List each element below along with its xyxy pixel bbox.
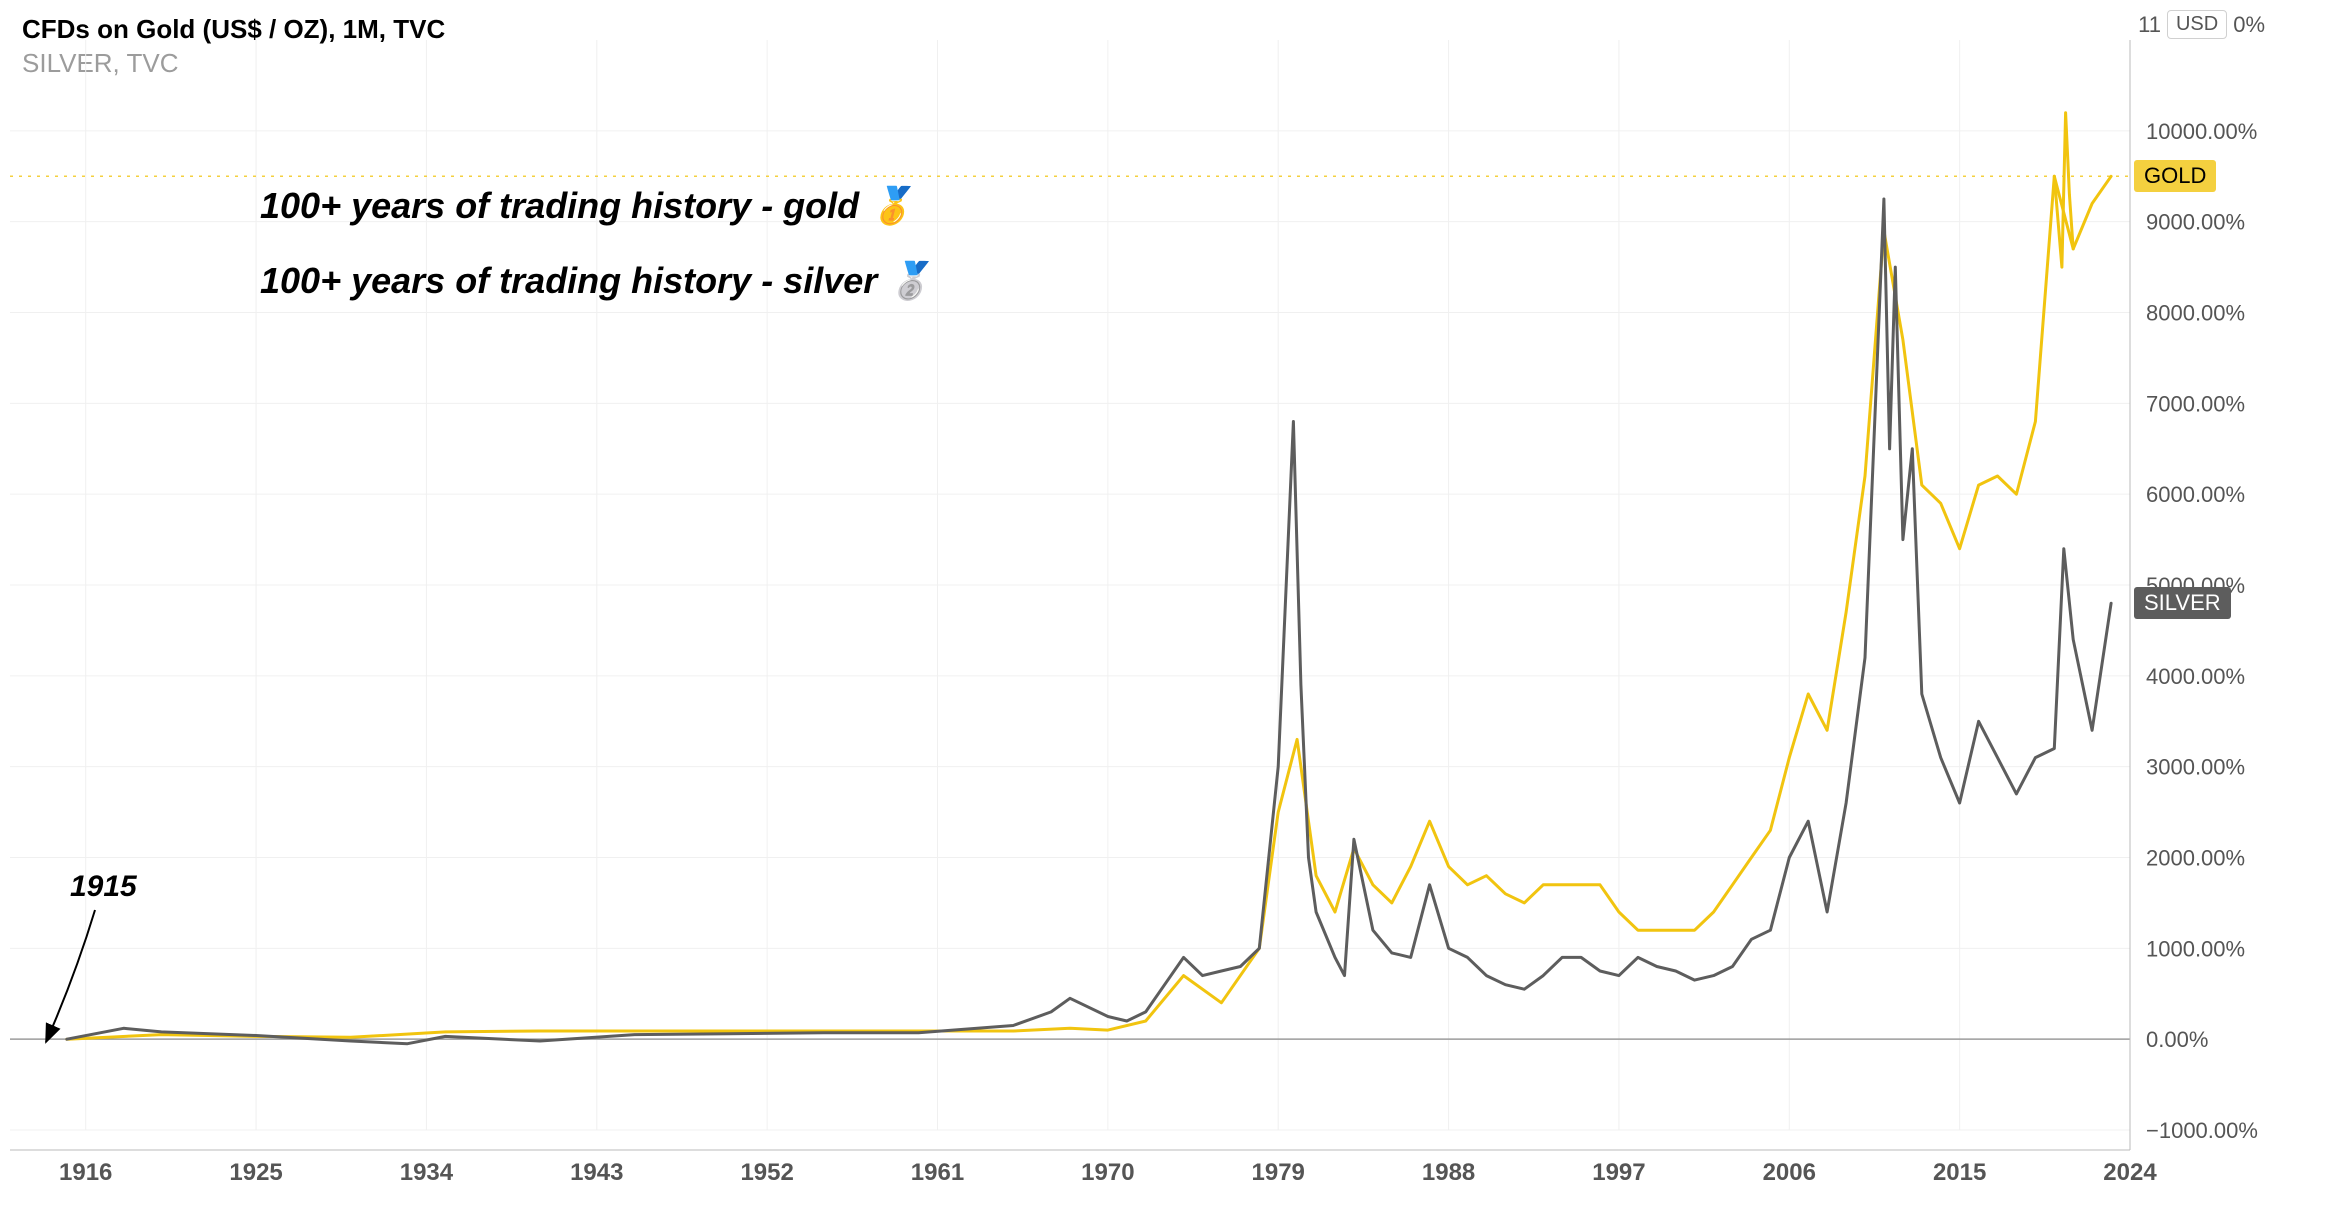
annotation-arrow bbox=[46, 910, 95, 1042]
y-tick-label: 1000.00% bbox=[2146, 936, 2245, 961]
x-tick-label: 1943 bbox=[570, 1159, 623, 1186]
x-tick-label: 1916 bbox=[59, 1159, 112, 1186]
x-tick-label: 1961 bbox=[911, 1159, 964, 1186]
annotation-1915: 1915 bbox=[70, 870, 137, 904]
y-tick-label: 0.00% bbox=[2146, 1027, 2208, 1052]
annotation-silver: 100+ years of trading history - silver 🥈 bbox=[260, 260, 932, 302]
y-tick-label: 6000.00% bbox=[2146, 482, 2245, 507]
x-tick-label: 2006 bbox=[1763, 1159, 1816, 1186]
y-tick-label: 3000.00% bbox=[2146, 755, 2245, 780]
x-tick-label: 2015 bbox=[1933, 1159, 1986, 1186]
x-tick-label: 2024 bbox=[2103, 1159, 2157, 1186]
silver-price-tag: SILVER bbox=[2134, 587, 2231, 619]
x-tick-label: 1934 bbox=[400, 1159, 454, 1186]
gold-series-line bbox=[67, 176, 2111, 1039]
chart-container: CFDs on Gold (US$ / OZ), 1M, TVC SILVER,… bbox=[0, 0, 2340, 1212]
x-tick-label: 1925 bbox=[229, 1159, 282, 1186]
annotation-gold: 100+ years of trading history - gold 🥇 bbox=[260, 185, 914, 227]
y-tick-label: 9000.00% bbox=[2146, 210, 2245, 235]
y-tick-label: 7000.00% bbox=[2146, 391, 2245, 416]
x-tick-label: 1979 bbox=[1252, 1159, 1305, 1186]
y-tick-label: 8000.00% bbox=[2146, 301, 2245, 326]
x-tick-label: 1997 bbox=[1592, 1159, 1645, 1186]
y-tick-label: 4000.00% bbox=[2146, 664, 2245, 689]
x-tick-label: 1952 bbox=[740, 1159, 793, 1186]
x-tick-label: 1970 bbox=[1081, 1159, 1134, 1186]
x-tick-label: 1988 bbox=[1422, 1159, 1475, 1186]
gold-price-tag: GOLD bbox=[2134, 160, 2216, 192]
y-tick-label: −1000.00% bbox=[2146, 1118, 2258, 1143]
price-chart[interactable]: −1000.00% 0.00% 1000.00% 2000.00% 3000.00% 40… bbox=[0, 0, 2340, 1212]
silver-series-line bbox=[67, 199, 2111, 1044]
y-tick-label: 2000.00% bbox=[2146, 846, 2245, 871]
y-tick-label: 10000.00% bbox=[2146, 119, 2257, 144]
